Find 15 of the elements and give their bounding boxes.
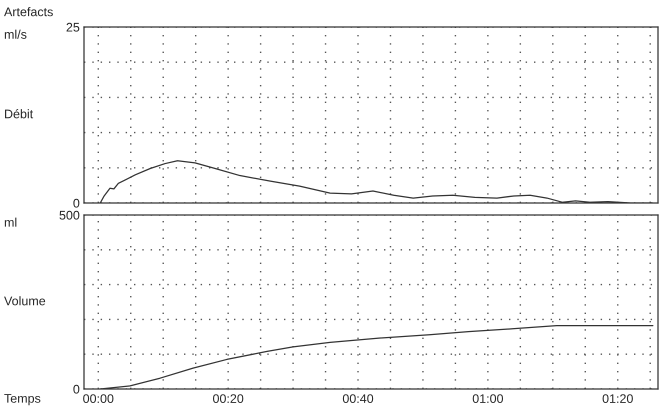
x-tick-label: 00:40 — [342, 394, 374, 404]
x-tick-label: 01:20 — [602, 394, 633, 404]
y-axis-title: Débit — [5, 109, 34, 118]
y-axis-title: Volume — [4, 296, 46, 306]
text: ml/s — [4, 30, 26, 39]
x-tick-label: 00:00 — [83, 394, 114, 404]
x-tick-label: 00:20 — [213, 394, 244, 404]
text: ml — [4, 218, 16, 227]
chart-title: Artefacts — [4, 7, 53, 16]
x-tick-label: 01:00 — [472, 394, 504, 404]
y-tick-label: 0 — [73, 384, 80, 394]
y-tick-label: 0 — [73, 198, 80, 208]
y-tick-label: 500 — [59, 210, 80, 220]
y-tick-label: 25 — [66, 22, 80, 32]
x-axis-title: Temps — [4, 394, 40, 406]
